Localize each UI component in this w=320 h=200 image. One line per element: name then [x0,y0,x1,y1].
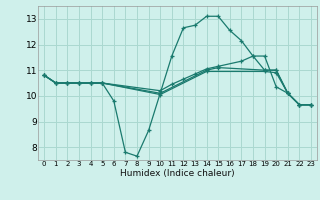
X-axis label: Humidex (Indice chaleur): Humidex (Indice chaleur) [120,169,235,178]
